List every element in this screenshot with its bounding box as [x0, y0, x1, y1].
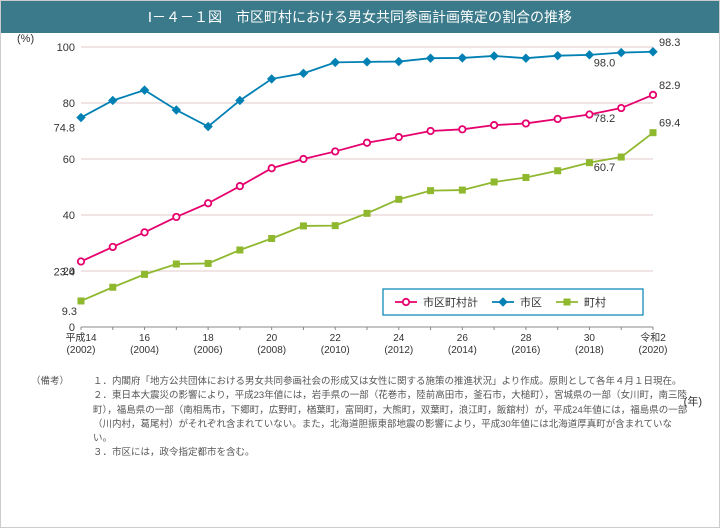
svg-text:80: 80: [63, 98, 75, 110]
svg-text:30: 30: [584, 333, 596, 344]
svg-text:78.2: 78.2: [594, 113, 615, 125]
svg-text:(2020): (2020): [639, 345, 668, 356]
svg-text:98.0: 98.0: [594, 58, 615, 70]
svg-text:平成14: 平成14: [65, 332, 97, 344]
svg-text:市区: 市区: [520, 295, 542, 309]
svg-text:令和2: 令和2: [640, 331, 666, 344]
note-item: ３．市区には，政令指定都市を含む。: [93, 446, 689, 460]
chart-svg: 020406080100平成14(2002)16(2004)18(2006)20…: [53, 37, 685, 367]
x-axis-unit: (年): [684, 393, 702, 409]
svg-text:26: 26: [457, 333, 469, 344]
line-chart: (%) 020406080100平成14(2002)16(2004)18(200…: [53, 37, 684, 367]
svg-text:(2008): (2008): [257, 345, 286, 356]
svg-text:22: 22: [330, 333, 342, 344]
svg-text:(2002): (2002): [67, 345, 96, 356]
svg-text:82.9: 82.9: [659, 80, 680, 92]
svg-text:(2018): (2018): [575, 345, 604, 356]
notes-lead: （備考）: [31, 375, 93, 389]
svg-text:69.4: 69.4: [659, 118, 680, 130]
figure-frame: Ⅰ－４－１図 市区町村における男女共同参画計画策定の割合の推移 (%) 0204…: [0, 0, 720, 528]
svg-text:16: 16: [139, 333, 151, 344]
y-axis-label: (%): [17, 33, 34, 45]
svg-text:74.8: 74.8: [54, 123, 75, 135]
svg-text:(2006): (2006): [194, 345, 223, 356]
svg-text:(2016): (2016): [511, 345, 540, 356]
figure-title: Ⅰ－４－１図 市区町村における男女共同参画計画策定の割合の推移: [1, 1, 719, 33]
svg-text:市区町村計: 市区町村計: [423, 295, 478, 309]
note-item: ２．東日本大震災の影響により，平成23年値には，岩手県の一部（花巻市，陸前高田市…: [93, 389, 689, 446]
svg-text:28: 28: [520, 333, 532, 344]
svg-text:40: 40: [63, 210, 75, 222]
svg-text:60: 60: [63, 154, 75, 166]
svg-text:24: 24: [393, 333, 405, 344]
svg-text:町村: 町村: [584, 295, 606, 309]
svg-text:60.7: 60.7: [594, 162, 615, 174]
note-item: １．内閣府「地方公共団体における男女共同参画社会の形成又は女性に関する施策の推進…: [93, 375, 689, 389]
notes-block: （備考） １．内閣府「地方公共団体における男女共同参画社会の形成又は女性に関する…: [1, 367, 719, 461]
notes-lead-spacer: [31, 389, 93, 446]
svg-text:(2014): (2014): [448, 345, 477, 356]
svg-text:18: 18: [203, 333, 215, 344]
svg-text:9.3: 9.3: [62, 306, 77, 318]
notes-lead-spacer: [31, 446, 93, 460]
svg-text:20: 20: [266, 333, 278, 344]
svg-text:98.3: 98.3: [659, 37, 680, 49]
svg-text:(2010): (2010): [321, 345, 350, 356]
svg-text:(2004): (2004): [130, 345, 159, 356]
svg-text:100: 100: [57, 42, 75, 54]
svg-text:(2012): (2012): [384, 345, 413, 356]
svg-text:23.4: 23.4: [54, 266, 75, 278]
